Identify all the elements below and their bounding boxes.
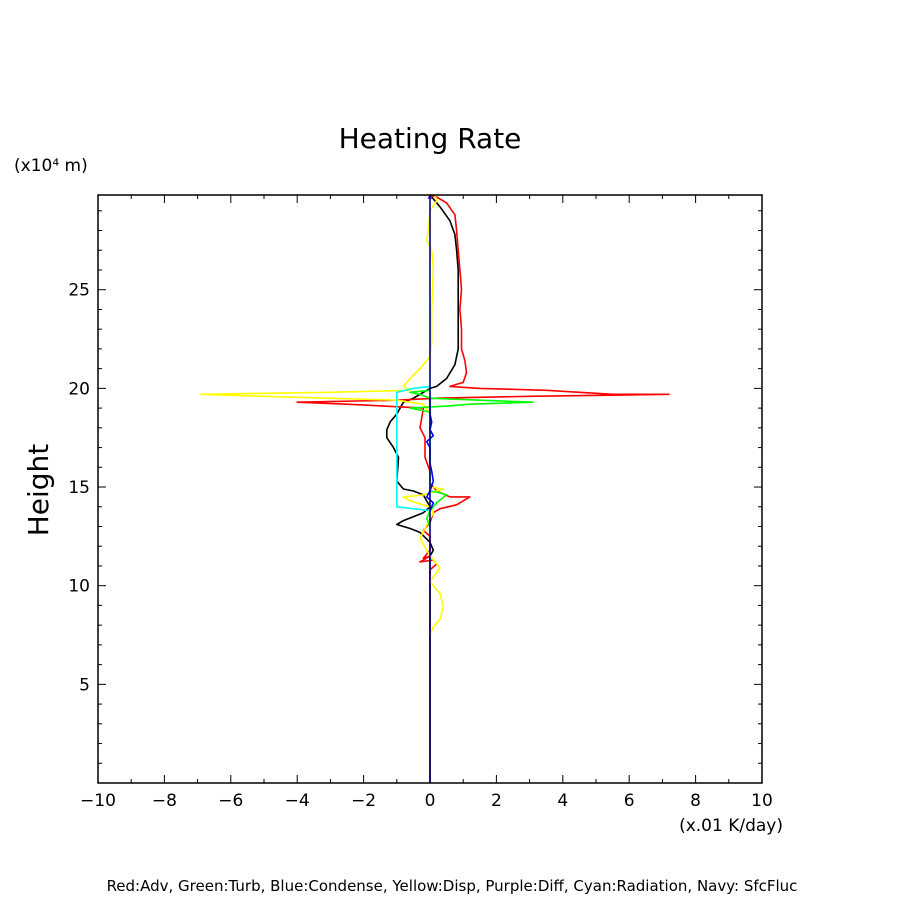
y-tick-label: 25 <box>68 281 90 301</box>
series-line-1 <box>296 194 670 783</box>
series-line-3 <box>409 389 534 527</box>
legend-footnote: Red:Adv, Green:Turb, Blue:Condense, Yell… <box>107 877 798 895</box>
x-tick-label: −10 <box>80 791 116 811</box>
x-tick-label: −2 <box>351 791 376 811</box>
plot-frame <box>97 194 763 784</box>
x-tick-label: 2 <box>491 791 502 811</box>
y-axis-label: Height <box>22 444 55 537</box>
y-tick-label: 5 <box>79 675 90 695</box>
data-series <box>200 194 670 783</box>
series-line-0 <box>385 194 460 783</box>
x-tick-label: −6 <box>218 791 243 811</box>
y-tick-label: 20 <box>68 379 90 399</box>
axis-ticks <box>97 195 763 783</box>
y-tick-label: 10 <box>68 577 90 597</box>
x-tick-label: −8 <box>152 791 177 811</box>
chart-title: Heating Rate <box>339 122 522 155</box>
x-axis-unit: (x.01 K/day) <box>679 816 783 836</box>
x-tick-label: 4 <box>557 791 568 811</box>
x-tick-label: 10 <box>751 791 773 811</box>
x-tick-label: 8 <box>690 791 701 811</box>
x-tick-label: −4 <box>285 791 310 811</box>
series-line-2 <box>200 194 445 636</box>
series-line-4 <box>395 385 431 512</box>
y-axis-unit: (x10⁴ m) <box>14 156 88 176</box>
x-tick-label: 0 <box>425 791 436 811</box>
y-tick-label: 15 <box>68 478 90 498</box>
axis-tick-labels: −10 −8 −6 −4 −2 0 2 4 6 8 10 5 10 15 20 25 <box>68 281 772 811</box>
x-tick-label: 6 <box>624 791 635 811</box>
